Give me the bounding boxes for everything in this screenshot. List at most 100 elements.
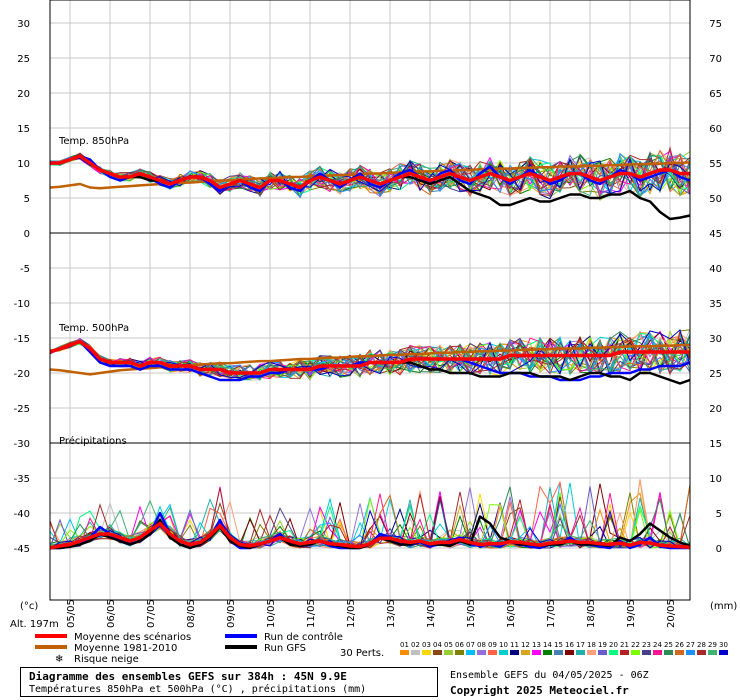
date-label: 06/05 (106, 599, 117, 628)
pert-number: 06 (455, 641, 464, 649)
left-tick-label: -25 (14, 404, 30, 415)
date-label: 16/05 (506, 599, 517, 628)
climatology-line (49, 343, 690, 376)
run-info: Ensemble GEFS du 04/05/2025 - 06Z (450, 670, 649, 681)
panel-labels: Temp. 850hPa Temp. 500hPa Précipitations (58, 136, 129, 447)
pert-swatch (433, 650, 442, 655)
pert-swatch (686, 650, 695, 655)
right-tick-label: 5 (716, 509, 722, 520)
copyright: Copyright 2025 Meteociel.fr (450, 684, 629, 697)
climatology-line (49, 161, 691, 190)
pert-number: 11 (510, 641, 519, 649)
date-label: 15/05 (466, 599, 477, 628)
main-series (49, 154, 691, 550)
pert-number: 28 (697, 641, 706, 649)
right-tick-label: 0 (716, 544, 722, 555)
ensemble-mean-line (49, 339, 690, 375)
left-tick-label: -30 (14, 439, 30, 450)
ensemble-mean-line (49, 521, 691, 550)
pert-number: 01 (400, 641, 409, 649)
pert-swatch (466, 650, 475, 655)
right-tick-label: 20 (709, 404, 722, 415)
pert-number: 27 (686, 641, 695, 649)
pert-number: 20 (609, 641, 618, 649)
axis-ticks: 302520151050-5-10-15-20-25-30-35-40-4575… (10, 19, 737, 630)
left-unit-label: (°c) (20, 601, 38, 612)
right-tick-label: 65 (709, 89, 722, 100)
pert-number: 08 (477, 641, 486, 649)
pert-number: 24 (653, 641, 662, 649)
pert-number: 30 (719, 641, 728, 649)
pert-number: 10 (499, 641, 508, 649)
right-tick-label: 75 (709, 19, 722, 30)
right-tick-label: 60 (709, 124, 722, 135)
right-tick-label: 40 (709, 264, 722, 275)
pert-swatch (532, 650, 541, 655)
date-label: 09/05 (226, 599, 237, 628)
ensemble-member-line (49, 328, 691, 379)
legend-label: Moyenne 1981-2010 (74, 643, 177, 654)
right-tick-label: 10 (709, 474, 722, 485)
pert-swatch (653, 650, 662, 655)
left-tick-label: 20 (17, 89, 30, 100)
pert-swatch (554, 650, 563, 655)
pert-number: 21 (620, 641, 629, 649)
panel-label: Temp. 850hPa (58, 136, 129, 147)
panel-label: Temp. 500hPa (58, 323, 129, 334)
pert-swatch (510, 650, 519, 655)
perturbation-swatches: 30 Perts.01 02 03 04 05 06 07 08 09 10 11 12 13 14 15 1… (340, 641, 728, 659)
date-label: 14/05 (426, 599, 437, 628)
pert-swatch (422, 650, 431, 655)
legend-label: Risque neige (74, 654, 139, 665)
pert-number: 09 (488, 641, 497, 649)
pert-swatch (499, 650, 508, 655)
date-label: 12/05 (346, 599, 357, 628)
pert-swatch (455, 650, 464, 655)
date-label: 20/05 (666, 599, 677, 628)
date-axis: 05/05 06/05 07/05 08/05 09/05 10/05 11/05 12/05… (66, 599, 677, 628)
left-tick-label: -20 (14, 369, 30, 380)
left-tick-label: 5 (24, 194, 30, 205)
date-label: 13/05 (386, 599, 397, 628)
right-tick-label: 45 (709, 229, 722, 240)
snow-icon: ❄ (55, 654, 63, 665)
date-label: 19/05 (626, 599, 637, 628)
left-tick-label: 0 (24, 229, 30, 240)
legend-label: Run GFS (264, 643, 306, 654)
left-tick-label: 25 (17, 54, 30, 65)
pert-swatch (697, 650, 706, 655)
right-tick-label: 15 (709, 439, 722, 450)
legend-label: Run de contrôle (264, 631, 343, 643)
pert-number: 04 (433, 641, 442, 649)
perts-label: 30 Perts. (340, 648, 384, 659)
pert-number: 02 (411, 641, 420, 649)
pert-number: 17 (576, 641, 585, 649)
panel-label: Précipitations (59, 435, 127, 447)
pert-swatch (664, 650, 673, 655)
pert-number: 26 (675, 641, 684, 649)
pert-number: 07 (466, 641, 475, 649)
left-tick-label: -45 (14, 544, 30, 555)
pert-swatch (477, 650, 486, 655)
footer-subtitle: Températures 850hPa et 500hPa (°C) , pré… (29, 684, 367, 695)
pert-swatch (521, 650, 530, 655)
pert-number: 16 (565, 641, 574, 649)
pert-swatch (631, 650, 640, 655)
footer-title-box: Diagramme des ensembles GEFS sur 384h : … (20, 667, 438, 697)
right-tick-label: 35 (709, 299, 722, 310)
chart-frame (49, 0, 691, 601)
left-tick-label: -40 (14, 509, 30, 520)
ensemble-mean-line (50, 154, 690, 190)
date-label: 10/05 (266, 599, 277, 628)
right-tick-label: 55 (709, 159, 722, 170)
right-tick-label: 30 (709, 334, 722, 345)
pert-number: 15 (554, 641, 563, 649)
pert-swatch (708, 650, 717, 655)
left-tick-label: 30 (17, 19, 30, 30)
pert-number: 13 (532, 641, 541, 649)
pert-swatch (642, 650, 651, 655)
pert-number: 14 (543, 641, 552, 649)
pert-swatch (411, 650, 420, 655)
pert-swatch (543, 650, 552, 655)
